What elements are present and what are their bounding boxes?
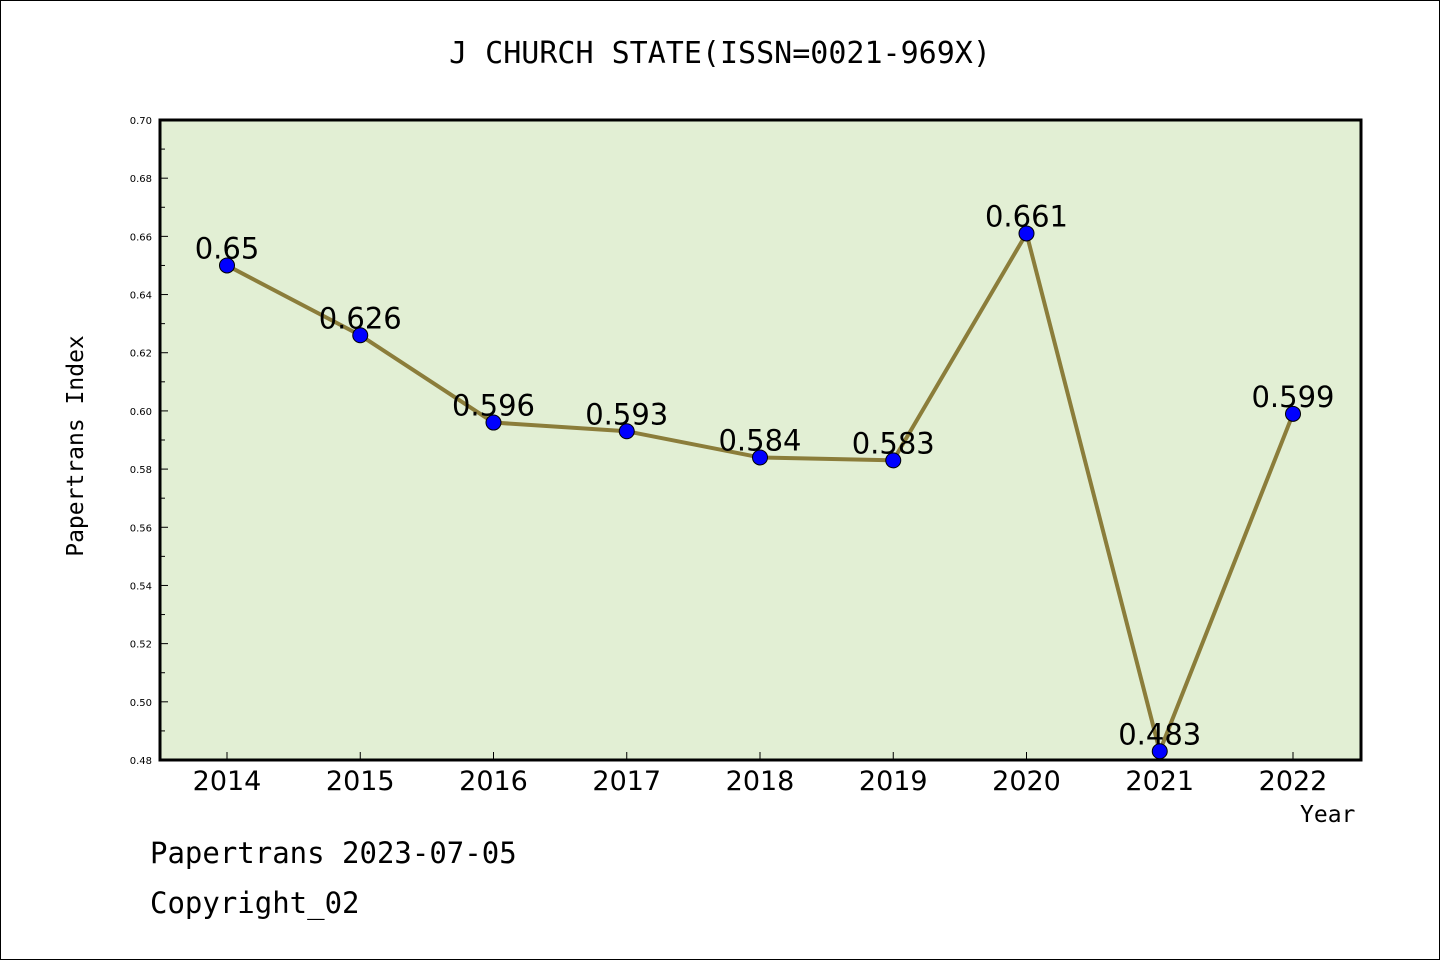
y-tick-label: 0.64 [130,291,152,302]
data-point [885,452,902,469]
data-label: 0.584 [718,423,801,457]
data-label: 0.583 [852,426,935,460]
data-label: 0.593 [585,397,668,431]
data-point [352,327,369,344]
y-axis-ticks: 0.48 0.50 0.52 0.54 0.56 0.58 0.60 0.62 0.64 0.66… [130,116,168,767]
x-axis-ticks: 2014 2015 2016 2017 2018 2019 2020 2021 2022 [193,752,1328,797]
x-tick-label: 2022 [1259,766,1328,797]
data-label: 0.483 [1118,717,1201,751]
footer-copyright: Copyright_02 [150,886,360,920]
data-label: 0.65 [195,231,260,265]
x-tick-label: 2018 [726,766,795,797]
x-tick-label: 2020 [992,766,1061,797]
y-tick-label: 0.50 [130,698,152,709]
x-tick-label: 2016 [459,766,528,797]
data-label: 0.626 [319,301,402,335]
y-tick-label: 0.52 [130,640,152,651]
data-label: 0.599 [1251,380,1334,414]
y-tick-label: 0.58 [130,465,152,476]
data-point [618,423,635,440]
plot-area [160,120,1361,760]
data-labels: 0.65 0.626 0.596 0.593 0.584 0.583 0.661 0.483 0… [195,199,1335,751]
y-tick-label: 0.66 [130,232,152,243]
data-point [752,449,768,466]
y-tick-label: 0.56 [130,523,152,534]
y-tick-label: 0.60 [130,407,152,418]
y-tick-label: 0.48 [130,756,152,767]
plot-border [158,118,1363,762]
x-tick-label: 2014 [193,766,262,797]
data-label: 0.661 [985,199,1068,233]
chart-title: J CHURCH STATE(ISSN=0021-969X) [449,36,991,71]
y-tick-label: 0.68 [130,174,152,185]
data-point [485,414,502,431]
data-point [1285,405,1301,422]
y-tick-label: 0.54 [130,581,152,592]
x-tick-label: 2021 [1125,766,1194,797]
data-point [219,257,235,274]
y-tick-label: 0.70 [130,116,152,127]
data-point [1018,225,1035,242]
x-tick-label: 2015 [326,766,395,797]
data-points [219,225,1301,760]
x-tick-label: 2017 [592,766,661,797]
x-axis-label: Year [1300,802,1356,828]
x-tick-label: 2019 [859,766,928,797]
y-tick-label: 0.62 [130,349,152,360]
data-label: 0.596 [452,389,535,423]
footer-date: Papertrans 2023-07-05 [150,836,517,870]
